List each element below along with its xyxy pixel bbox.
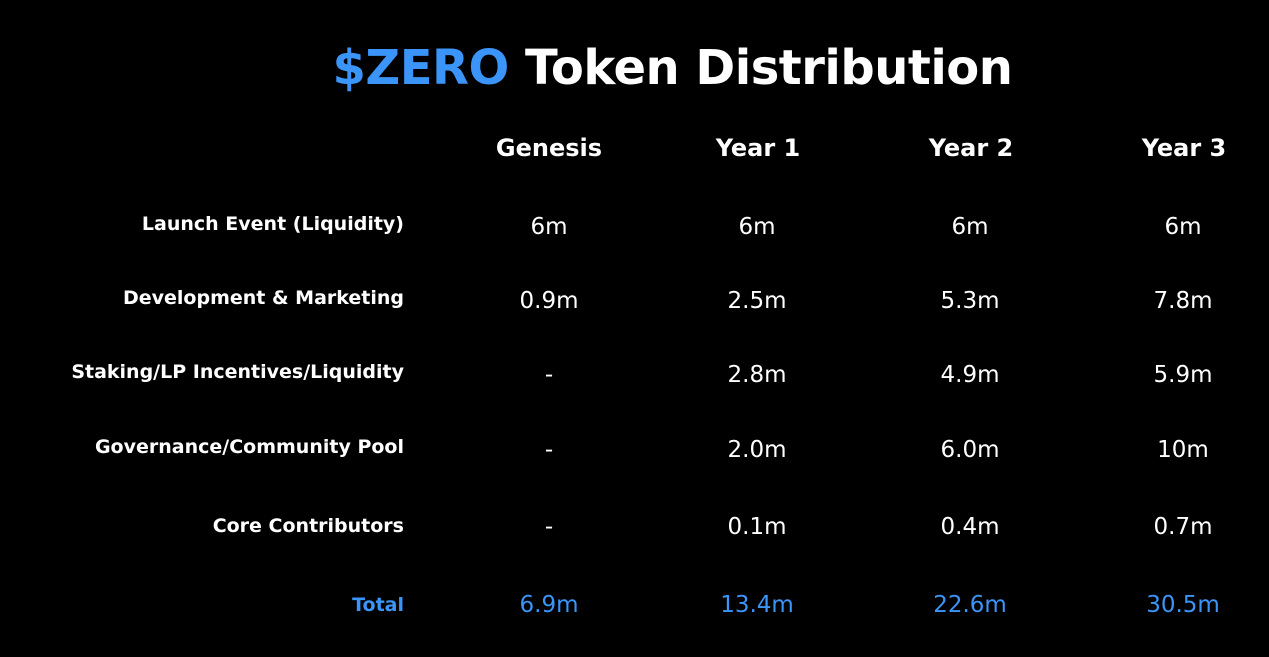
table-cell: 2.5m	[727, 288, 787, 314]
row-label-governance: Governance/Community Pool	[94, 436, 404, 458]
row-label-total: Total	[352, 594, 404, 616]
table-cell: 0.7m	[1153, 514, 1213, 540]
table-cell: 6m	[738, 214, 776, 240]
table-cell: 2.0m	[727, 437, 787, 463]
table-cell: 5.9m	[1153, 362, 1213, 388]
table-cell: 6m	[951, 214, 989, 240]
table-cell: 6.0m	[940, 437, 1000, 463]
column-header-year-2: Year 2	[928, 134, 1014, 162]
row-label-core-contributors: Core Contributors	[212, 515, 404, 537]
column-header-genesis: Genesis	[495, 134, 603, 162]
row-label-staking-lp: Staking/LP Incentives/Liquidity	[71, 361, 404, 383]
total-cell: 30.5m	[1146, 592, 1220, 618]
table-cell: -	[544, 437, 554, 463]
title-rest: Token Distribution	[525, 40, 1013, 96]
title-accent: $ZERO	[332, 40, 510, 96]
table-cell: 6m	[1164, 214, 1202, 240]
table-cell: 4.9m	[940, 362, 1000, 388]
table-cell: -	[544, 514, 554, 540]
row-label-launch-event: Launch Event (Liquidity)	[141, 213, 404, 235]
table-cell: 2.8m	[727, 362, 787, 388]
total-cell: 6.9m	[519, 592, 579, 618]
table-cell: 10m	[1157, 437, 1209, 463]
column-header-year-1: Year 1	[715, 134, 801, 162]
table-cell: 0.4m	[940, 514, 1000, 540]
page-title: $ZERO Token Distribution	[0, 36, 1269, 100]
row-label-development-marketing: Development & Marketing	[122, 287, 404, 309]
table-cell: -	[544, 362, 554, 388]
table-cell: 0.1m	[727, 514, 787, 540]
table-cell: 7.8m	[1153, 288, 1213, 314]
total-cell: 13.4m	[720, 592, 794, 618]
total-cell: 22.6m	[933, 592, 1007, 618]
table-cell: 5.3m	[940, 288, 1000, 314]
column-header-year-3: Year 3	[1141, 134, 1227, 162]
table-cell: 6m	[530, 214, 568, 240]
table-cell: 0.9m	[519, 288, 579, 314]
